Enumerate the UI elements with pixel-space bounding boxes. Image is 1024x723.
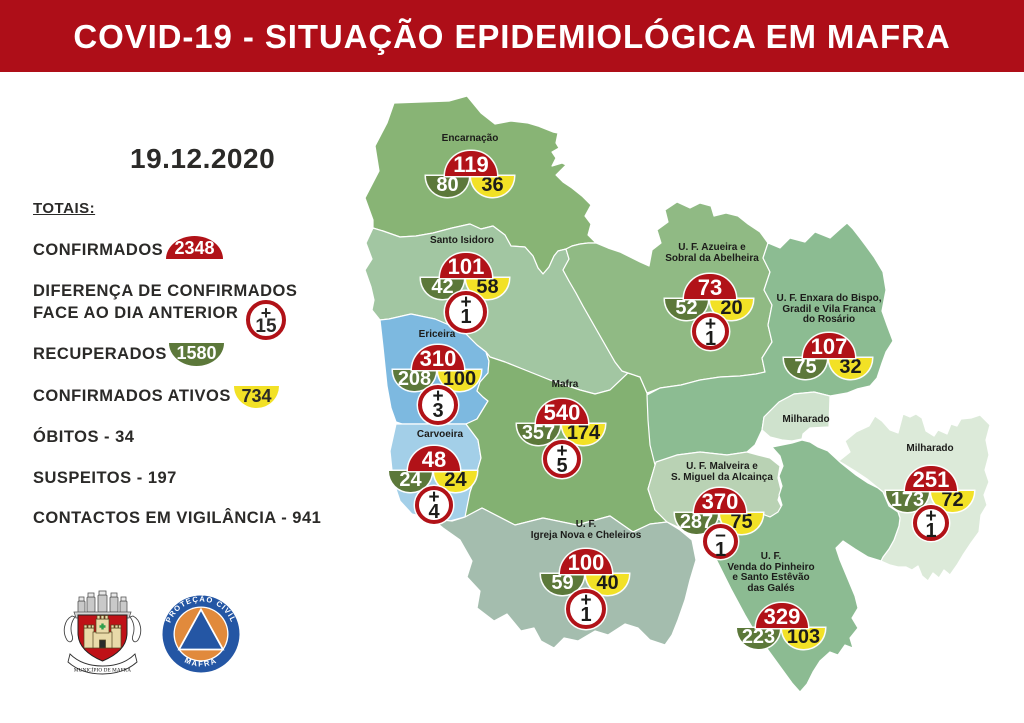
svg-text:MAFRA: MAFRA — [183, 656, 219, 669]
svg-text:MUNICÍPIO DE MAFRA: MUNICÍPIO DE MAFRA — [74, 666, 131, 674]
